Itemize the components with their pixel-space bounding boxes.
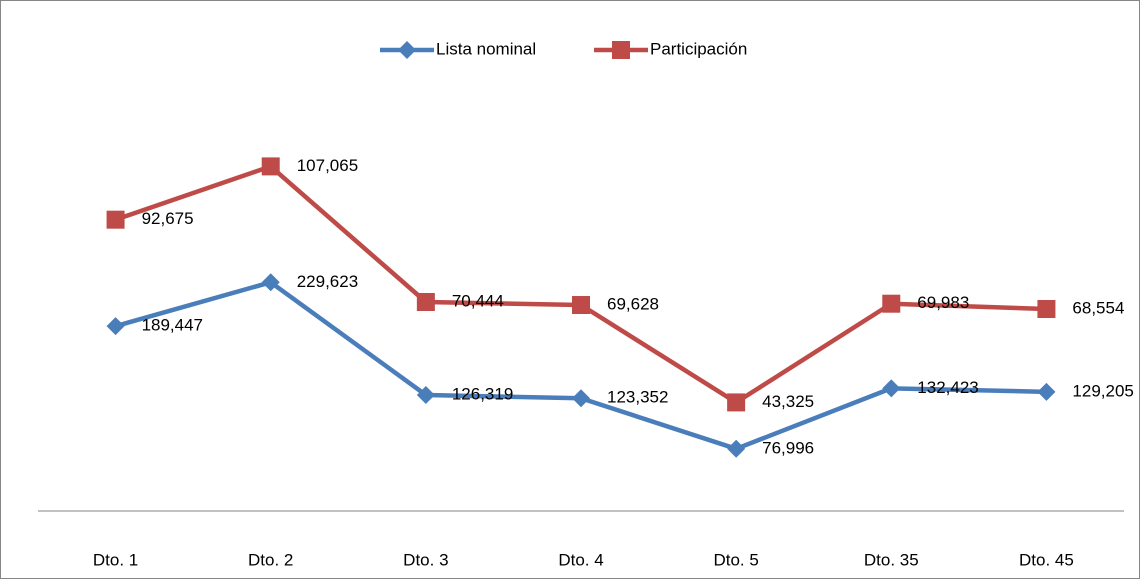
data-label: 123,352 xyxy=(607,388,668,407)
point xyxy=(612,41,630,59)
data-label: 68,554 xyxy=(1072,298,1124,317)
point xyxy=(572,389,590,408)
point xyxy=(261,157,280,176)
data-label: 129,205 xyxy=(1072,381,1133,400)
data-label: 126,319 xyxy=(452,384,513,403)
point xyxy=(727,393,746,412)
point xyxy=(416,385,435,404)
x-tick-label: Dto. 4 xyxy=(558,550,603,569)
x-tick-label: Dto. 35 xyxy=(864,550,919,569)
legend-label: Lista nominal xyxy=(436,39,536,58)
point xyxy=(727,439,746,458)
data-label: 107,065 xyxy=(297,156,358,175)
point xyxy=(261,273,280,292)
data-label: 132,423 xyxy=(917,378,978,397)
point xyxy=(882,294,901,313)
x-tick-label: Dto. 45 xyxy=(1019,550,1074,569)
point xyxy=(572,296,590,315)
data-label: 92,675 xyxy=(142,209,194,228)
data-label: 69,983 xyxy=(917,293,969,312)
data-label: 76,996 xyxy=(762,438,814,457)
data-label: 69,628 xyxy=(607,295,659,314)
x-tick-label: Dto. 5 xyxy=(713,550,758,569)
point xyxy=(106,210,125,229)
point xyxy=(416,292,435,311)
data-label: 229,623 xyxy=(297,272,358,291)
point xyxy=(882,379,901,398)
data-label: 189,447 xyxy=(142,316,203,335)
data-label: 70,444 xyxy=(452,291,504,310)
point xyxy=(1037,299,1056,318)
legend-label: Participación xyxy=(650,39,747,58)
data-label: 43,325 xyxy=(762,392,814,411)
x-tick-label: Dto. 3 xyxy=(403,550,448,569)
x-tick-label: Dto. 1 xyxy=(93,550,138,569)
point xyxy=(398,41,416,59)
point xyxy=(106,317,125,336)
x-tick-label: Dto. 2 xyxy=(248,550,293,569)
point xyxy=(1037,382,1056,401)
